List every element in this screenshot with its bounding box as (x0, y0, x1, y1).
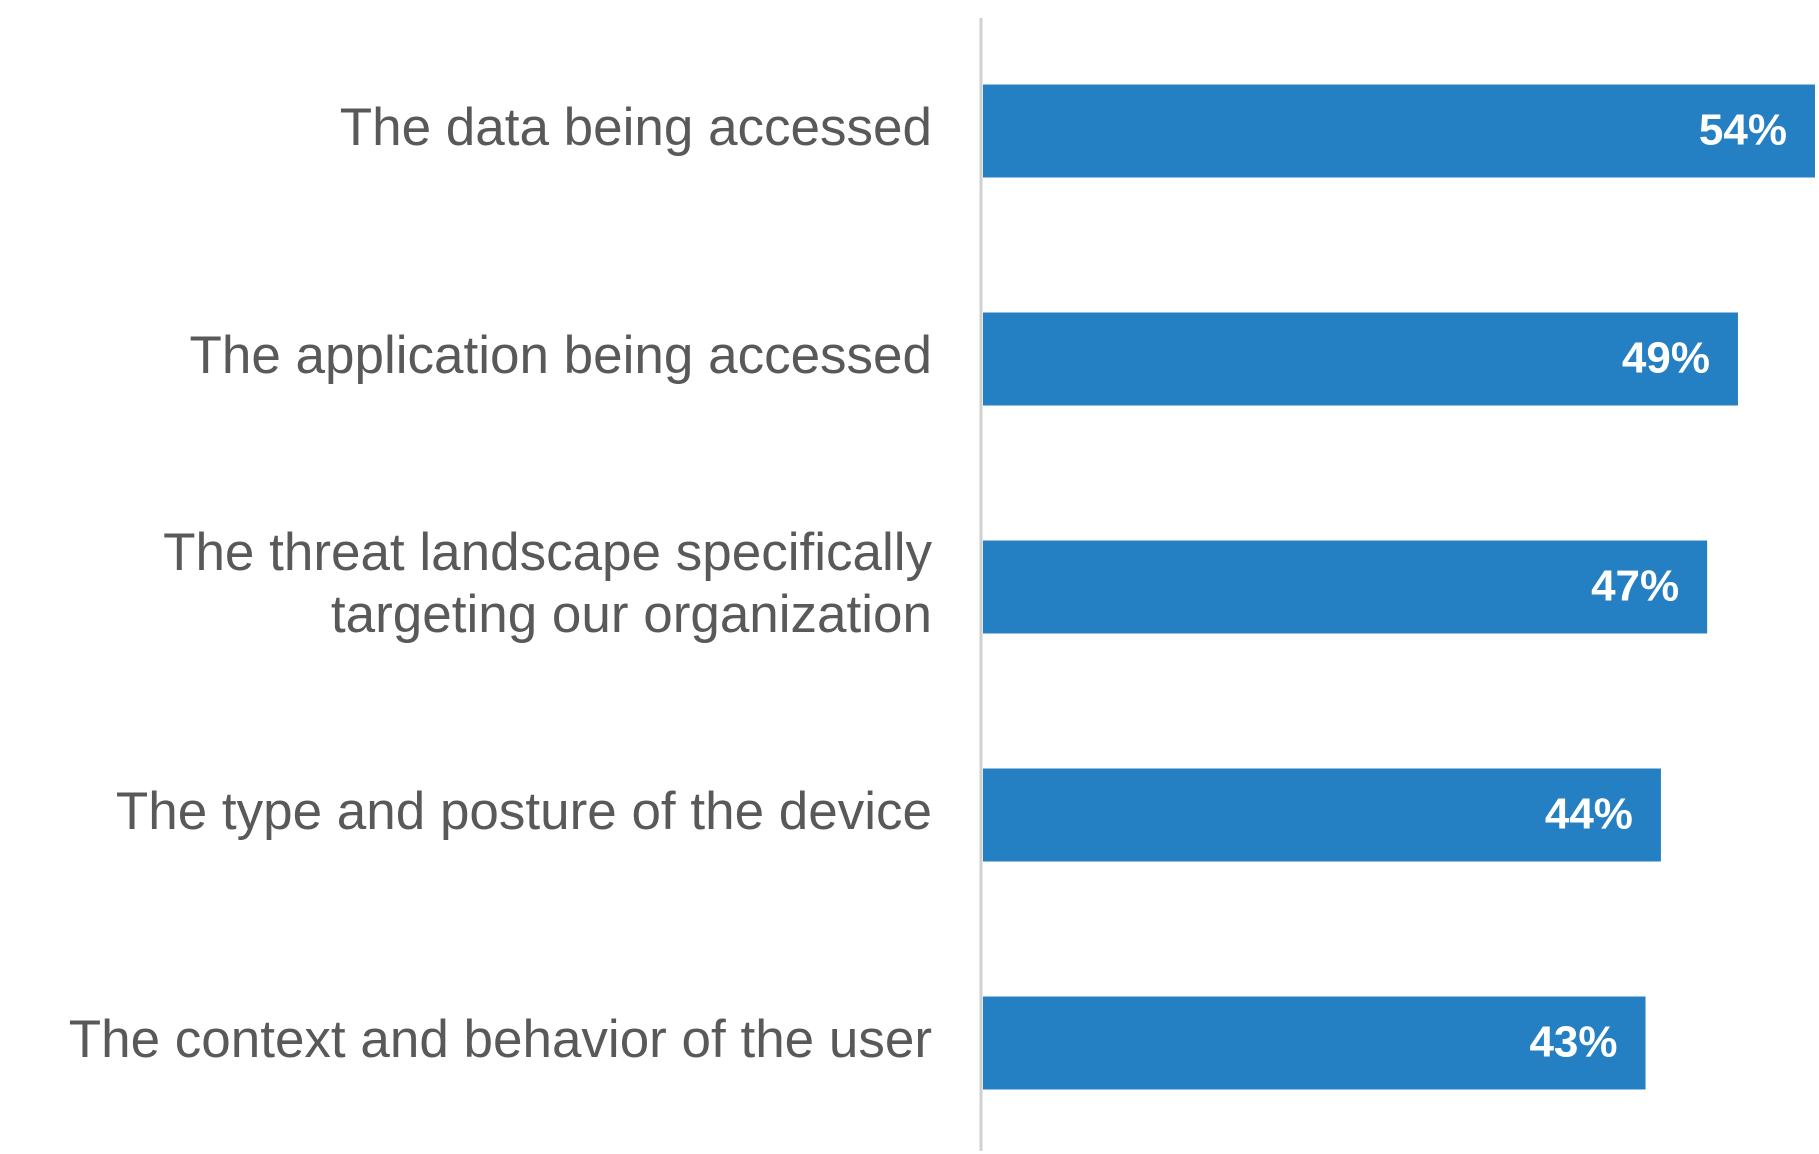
category-label: The data being accessed (340, 98, 932, 157)
value-label: 49% (1622, 334, 1710, 383)
bar (983, 84, 1815, 178)
category-label: The context and behavior of the user (69, 1010, 932, 1069)
category-label: The application being accessed (190, 326, 933, 385)
category-line: The context and behavior of the user (69, 1010, 932, 1069)
value-label: 43% (1529, 1018, 1617, 1067)
bar (983, 540, 1708, 634)
category-line: The application being accessed (190, 326, 933, 385)
category-label: The threat landscape specifically targeti… (163, 523, 932, 644)
value-label: 47% (1591, 562, 1679, 611)
value-label: 54% (1699, 106, 1787, 155)
bar (983, 312, 1738, 406)
bar (983, 768, 1661, 862)
bar (983, 996, 1646, 1090)
value-label: 44% (1545, 790, 1633, 839)
category-line: The data being accessed (340, 98, 932, 157)
category-line: The threat landscape specifically (163, 523, 932, 582)
category-label: The type and posture of the device (116, 782, 932, 841)
category-line: targeting our organization (331, 585, 932, 644)
category-line: The type and posture of the device (116, 782, 932, 841)
